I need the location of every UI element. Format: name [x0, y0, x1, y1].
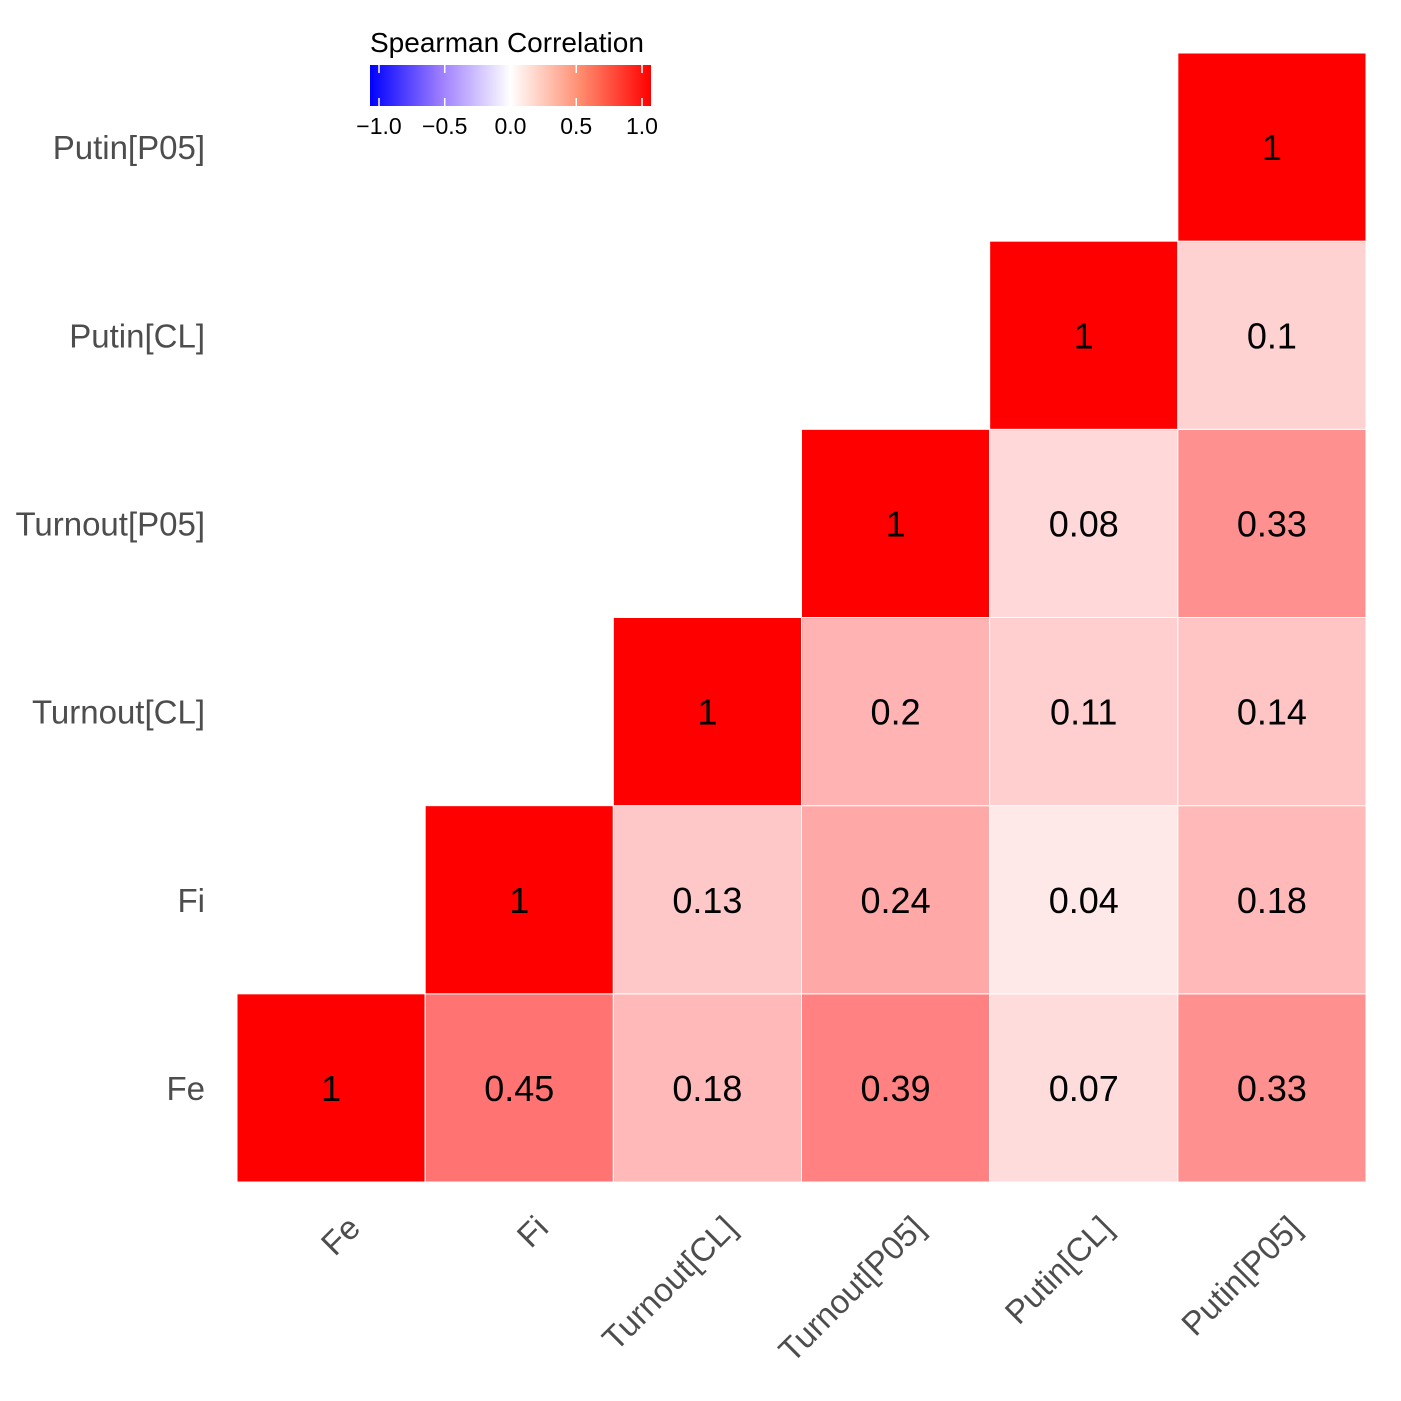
x-tick-label-fi: Fi — [510, 1209, 556, 1255]
heatmap-cell-fi-fe — [424, 993, 614, 1183]
heatmap-cell-putin-cl-turnout-cl — [989, 617, 1179, 807]
cell-value-label: 0.18 — [672, 1068, 742, 1109]
color-legend: Spearman Correlation −1.0 −0.5 0.0 0.5 1.0 — [356, 27, 658, 139]
legend-tick-label: −1.0 — [356, 113, 401, 139]
y-tick-label-fi: Fi — [178, 882, 206, 919]
x-tick-label-turnout-cl: Turnout[CL] — [595, 1209, 744, 1358]
heatmap-cell-putin-p05-turnout-p05 — [1177, 428, 1367, 619]
y-tick-label-turnout-p05: Turnout[P05] — [15, 505, 205, 542]
legend-tick-label: 0.5 — [560, 113, 592, 139]
y-tick-label-putin-cl: Putin[CL] — [69, 317, 205, 354]
x-tick-label-fe: Fe — [314, 1209, 367, 1262]
y-axis-tick-labels: Fe Fi Turnout[CL] Turnout[P05] Putin[CL] Puti… — [15, 129, 205, 1107]
cell-value-label: 0.2 — [871, 692, 921, 733]
heatmap-cell-turnout-p05-turnout-cl — [801, 617, 991, 807]
y-tick-label-putin-p05: Putin[P05] — [53, 129, 205, 166]
y-tick-label-turnout-cl: Turnout[CL] — [32, 694, 205, 731]
heatmap-cell-putin-p05-turnout-cl — [1177, 617, 1367, 807]
heatmap-cell-putin-cl-putin-cl — [989, 240, 1179, 430]
heatmap-cell-turnout-p05-fi — [801, 805, 991, 995]
heatmap-cell-turnout-cl-fe — [612, 993, 802, 1183]
cell-value-label: 1 — [1074, 315, 1094, 356]
cell-value-label: 0.07 — [1049, 1068, 1119, 1109]
heatmap-cell-putin-p05-fi — [1177, 805, 1367, 995]
cell-value-label: 0.33 — [1237, 1068, 1307, 1109]
cell-value-label: 1 — [886, 503, 906, 544]
cell-value-label: 1 — [1262, 127, 1282, 168]
x-tick-label-putin-cl: Putin[CL] — [998, 1209, 1120, 1331]
cell-value-label: 0.18 — [1237, 880, 1307, 921]
cell-value-label: 0.33 — [1237, 503, 1307, 544]
legend-tick-label: 0.0 — [495, 113, 527, 139]
heatmap-cell-fe-fe — [236, 993, 426, 1183]
cell-value-label: 0.08 — [1049, 503, 1119, 544]
heatmap-cell-putin-p05-putin-cl — [1177, 240, 1367, 430]
heatmap-cell-turnout-cl-turnout-cl — [612, 617, 802, 807]
legend-ticks: −1.0 −0.5 0.0 0.5 1.0 — [356, 65, 658, 139]
cell-value-label: 0.45 — [484, 1068, 554, 1109]
heatmap-cell-turnout-p05-fe — [801, 993, 991, 1183]
legend-tick-label: −0.5 — [422, 113, 467, 139]
x-tick-label-turnout-p05: Turnout[P05] — [771, 1209, 931, 1369]
legend-tick-label: 1.0 — [626, 113, 658, 139]
heatmap-cell-fi-fi — [424, 805, 614, 995]
cell-value-label: 0.24 — [861, 880, 931, 921]
cell-value-label: 0.1 — [1247, 315, 1297, 356]
legend-title: Spearman Correlation — [370, 27, 644, 58]
heatmap-cell-turnout-cl-fi — [612, 805, 802, 995]
heatmap-cells — [236, 52, 1367, 1183]
x-tick-label-putin-p05: Putin[P05] — [1174, 1209, 1308, 1343]
cell-value-label: 1 — [509, 880, 529, 921]
heatmap-cell-putin-p05-fe — [1177, 993, 1367, 1183]
heatmap-cell-putin-cl-fi — [989, 805, 1179, 995]
cell-value-label: 1 — [697, 692, 717, 733]
cell-value-label: 1 — [321, 1068, 341, 1109]
cell-value-label: 0.14 — [1237, 692, 1307, 733]
cell-value-label: 0.13 — [672, 880, 742, 921]
cell-value-label: 0.39 — [861, 1068, 931, 1109]
x-axis-tick-labels: Fe Fi Turnout[CL] Turnout[P05] Putin[CL] Puti… — [314, 1209, 1308, 1369]
heatmap-cell-labels: 1 0.4510.180.1310.390.240.210.070.040.110… — [321, 127, 1307, 1109]
heatmap-cell-turnout-p05-turnout-p05 — [801, 428, 991, 619]
cell-value-label: 0.11 — [1050, 692, 1117, 733]
y-tick-label-fe: Fe — [166, 1070, 205, 1107]
cell-value-label: 0.04 — [1049, 880, 1119, 921]
heatmap-cell-putin-p05-putin-p05 — [1177, 52, 1367, 242]
